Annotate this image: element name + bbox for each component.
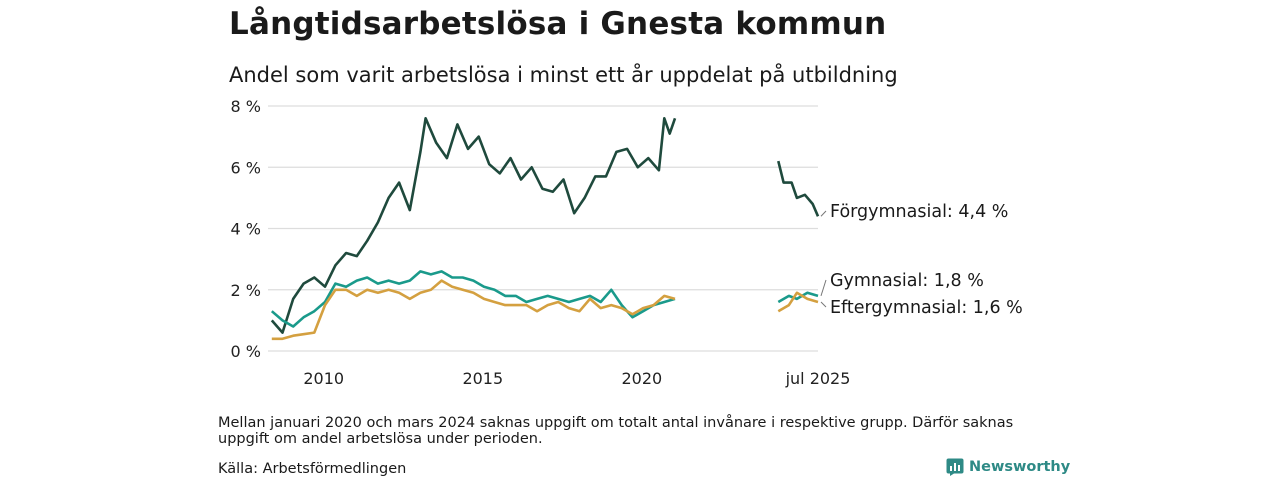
series-line-förgymnasial bbox=[270, 117, 677, 334]
y-tick-label: 2 % bbox=[231, 281, 261, 300]
series-end-label: Eftergymnasial: 1,6 % bbox=[830, 298, 1023, 318]
x-tick-label: 2020 bbox=[622, 369, 663, 388]
y-tick-label: 8 % bbox=[231, 97, 261, 116]
chart-logo-icon bbox=[946, 458, 964, 476]
series-end-label: Förgymnasial: 4,4 % bbox=[830, 202, 1008, 222]
newsworthy-logo: Newsworthy bbox=[946, 458, 1070, 476]
source-note: Källa: Arbetsförmedlingen bbox=[218, 461, 407, 477]
line-chart: 0 % 2 % 4 % 6 % 8 % 2010 2015 2020 jul 2025 För… bbox=[231, 97, 1023, 388]
y-tick-label: 6 % bbox=[231, 158, 261, 177]
series-labels: Förgymnasial: 4,4 % Gymnasial: 1,8 % Efter… bbox=[820, 202, 1023, 318]
y-axis: 0 % 2 % 4 % 6 % 8 % bbox=[231, 97, 261, 361]
label-connector bbox=[820, 279, 827, 297]
label-connector bbox=[820, 301, 827, 308]
y-tick-label: 0 % bbox=[231, 342, 261, 361]
series-line-gymnasial bbox=[777, 291, 819, 304]
label-connector bbox=[820, 210, 827, 217]
chart-subtitle: Andel som varit arbetslösa i minst ett å… bbox=[229, 63, 898, 87]
series-line-gymnasial bbox=[270, 270, 676, 328]
x-tick-label: 2010 bbox=[303, 369, 344, 388]
x-axis: 2010 2015 2020 jul 2025 bbox=[303, 369, 850, 388]
series-line-eftergymnasial bbox=[271, 279, 676, 341]
footnote: Mellan januari 2020 och mars 2024 saknas… bbox=[218, 415, 1014, 447]
x-tick-label: 2015 bbox=[462, 369, 503, 388]
series-line-förgymnasial bbox=[777, 160, 820, 217]
series-end-label: Gymnasial: 1,8 % bbox=[830, 271, 984, 291]
x-tick-label: jul 2025 bbox=[785, 369, 851, 388]
y-tick-label: 4 % bbox=[231, 220, 261, 239]
grid-lines bbox=[268, 105, 818, 352]
series-lines bbox=[270, 117, 820, 341]
chart-title: Långtidsarbetslösa i Gnesta kommun bbox=[229, 6, 887, 42]
series-line-eftergymnasial bbox=[777, 291, 819, 313]
brand-name: Newsworthy bbox=[969, 459, 1071, 475]
